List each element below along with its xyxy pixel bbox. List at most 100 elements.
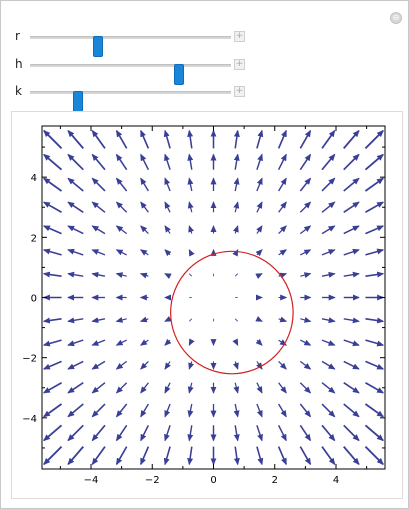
vector-arrow xyxy=(140,201,149,213)
vector-arrow xyxy=(164,177,171,192)
vector-arrow xyxy=(42,225,62,235)
vector-arrow xyxy=(115,316,127,323)
slider-r-thumb[interactable] xyxy=(93,36,104,57)
y-tick-label: 4 xyxy=(31,173,37,184)
vector-arrow xyxy=(365,225,385,235)
vector-arrow xyxy=(139,249,149,256)
vector-arrow xyxy=(343,424,360,442)
vector-arrow xyxy=(115,272,127,279)
vector-arrow xyxy=(299,424,312,442)
vector-arrow xyxy=(188,248,195,257)
vector-arrow xyxy=(91,360,106,370)
vector-arrow xyxy=(343,403,360,418)
vector-arrow xyxy=(115,153,128,171)
vector-arrow xyxy=(115,129,128,149)
vector-arrow xyxy=(43,424,63,442)
vector-arrow xyxy=(164,273,172,280)
vector-arrow xyxy=(42,339,62,347)
x-tick-labels: −4 −2 0 2 4 xyxy=(84,475,340,486)
vector-arrow xyxy=(115,225,128,235)
slider-k-track[interactable] xyxy=(30,91,231,112)
vector-arrow xyxy=(140,446,150,466)
vector-arrow xyxy=(299,446,312,466)
close-icon[interactable]: ⊖ xyxy=(390,12,402,24)
vector-arrow xyxy=(364,403,384,418)
vector-arrow xyxy=(364,445,384,466)
vector-arrow xyxy=(43,153,63,171)
vector-arrow xyxy=(343,177,360,192)
vector-arrow xyxy=(321,446,336,466)
vector-arrow xyxy=(115,403,128,418)
vector-arrow xyxy=(115,360,128,370)
vector-arrow xyxy=(255,273,263,280)
vector-arrow xyxy=(365,317,385,324)
x-tick-label: 4 xyxy=(333,475,339,486)
slider-r: r + xyxy=(1,27,261,57)
vector-arrow xyxy=(300,316,312,323)
vector-arrow xyxy=(321,177,336,192)
vector-arrow xyxy=(164,403,171,418)
vector-arrow xyxy=(365,248,385,256)
vector-arrow xyxy=(164,361,171,370)
vector-arrow xyxy=(187,382,194,394)
vector-arrow xyxy=(321,403,336,418)
vector-arrow xyxy=(277,446,287,466)
vector-arrow xyxy=(343,129,360,149)
vector-arrow xyxy=(343,225,360,235)
vector-arrow xyxy=(140,360,149,370)
y-tick-label: −2 xyxy=(22,354,37,365)
vector-arrow xyxy=(43,129,63,150)
vector-arrow xyxy=(234,318,239,322)
vector-arrow xyxy=(299,382,312,394)
vector-arrow xyxy=(115,177,128,192)
vector-arrow xyxy=(187,177,194,192)
vector-arrow xyxy=(67,382,84,394)
vector-arrow xyxy=(140,382,149,394)
slider-r-track[interactable] xyxy=(30,36,231,57)
arrow-layer xyxy=(42,129,385,466)
slider-r-expand-icon[interactable]: + xyxy=(234,31,245,42)
x-tick-label: −2 xyxy=(145,475,160,486)
vector-arrow xyxy=(91,382,106,394)
vector-arrow xyxy=(91,249,106,256)
slider-k-expand-icon[interactable]: + xyxy=(234,86,245,97)
vector-arrow xyxy=(91,339,106,346)
vector-arrow xyxy=(187,403,194,418)
vector-arrow xyxy=(321,424,336,442)
vector-arrow xyxy=(255,249,263,257)
slider-h-track[interactable] xyxy=(30,64,231,85)
vector-arrow xyxy=(256,361,263,370)
vector-arrow xyxy=(188,361,195,370)
slider-h-thumb[interactable] xyxy=(173,64,184,85)
vector-arrow xyxy=(278,382,287,394)
vector-arrow xyxy=(67,271,84,278)
vector-arrow xyxy=(67,153,84,171)
vector-arrow xyxy=(67,201,84,213)
vector-arrow xyxy=(164,382,171,394)
vector-arrow xyxy=(343,360,360,370)
vector-arrow xyxy=(43,201,62,214)
vector-arrow xyxy=(91,201,106,213)
vector-arrow xyxy=(256,225,263,234)
vector-arrow xyxy=(115,382,128,394)
y-tick-label: 0 xyxy=(31,294,37,305)
slider-h-expand-icon[interactable]: + xyxy=(234,59,245,70)
slider-h: h + xyxy=(1,55,261,85)
vector-arrow xyxy=(67,339,84,347)
vector-arrow xyxy=(299,360,312,370)
slider-k-thumb[interactable] xyxy=(73,91,84,112)
vector-arrow xyxy=(255,338,263,346)
vector-arrow xyxy=(321,249,336,256)
vector-arrow xyxy=(300,272,312,279)
vector-arrow xyxy=(233,177,240,192)
x-tick-label: 0 xyxy=(210,475,216,486)
vector-arrow xyxy=(343,446,360,466)
vector-arrow xyxy=(67,248,84,256)
slider-k-label: k xyxy=(15,84,22,98)
vector-arrow xyxy=(364,153,384,171)
vector-arrow xyxy=(277,153,287,171)
vector-arrow xyxy=(115,201,128,213)
vector-arrow xyxy=(67,317,84,324)
vector-arrow xyxy=(91,271,106,278)
circle-curve xyxy=(170,250,294,375)
